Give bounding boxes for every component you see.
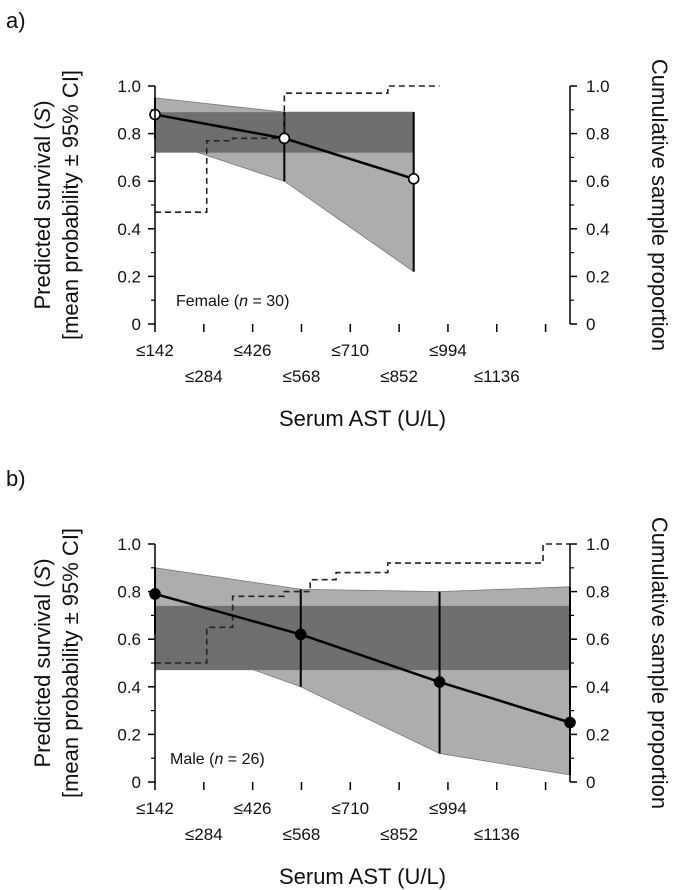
annotation-part: = 26) — [223, 751, 264, 768]
data-point — [294, 628, 307, 641]
data-point — [278, 132, 291, 145]
y-tick-label-right: 1.0 — [586, 77, 610, 96]
x-tick-label: ≤994 — [429, 341, 467, 360]
x-tick-label: ≤852 — [380, 825, 418, 844]
y-tick-label-left: 0.6 — [117, 172, 141, 191]
x-axis-title: Serum AST (U/L) — [279, 864, 446, 889]
y-axis-title-part: ) — [30, 558, 55, 565]
y-tick-label-right: 1.0 — [586, 535, 610, 554]
x-tick-label: ≤568 — [283, 367, 321, 386]
y-tick-label-right: 0.8 — [586, 583, 610, 602]
x-tick-label: ≤142 — [136, 799, 174, 818]
panel-label: b) — [6, 466, 26, 491]
x-tick-label: ≤1136 — [474, 825, 520, 844]
y-tick-label-left: 1.0 — [117, 535, 141, 554]
x-tick-label: ≤568 — [283, 825, 321, 844]
sample-size-annotation: Female (n = 30) — [176, 293, 289, 310]
y-tick-label-left: 0.2 — [117, 725, 141, 744]
x-axis-title: Serum AST (U/L) — [279, 406, 446, 431]
y-axis-title-line1: Predicted survival (S) — [30, 558, 55, 767]
y-tick-label-right: 0 — [586, 773, 595, 792]
ci-band-inner — [155, 605, 570, 671]
y-tick-label-left: 1.0 — [117, 77, 141, 96]
data-point — [433, 676, 446, 688]
x-tick-label: ≤426 — [234, 341, 272, 360]
y-tick-label-right: 0.6 — [586, 630, 610, 649]
panel-label: a) — [6, 8, 26, 33]
sample-size-annotation: Male (n = 26) — [170, 751, 265, 768]
cumulative-step-line — [155, 543, 570, 664]
chart-panel-a: a) 0 0 0.2 0.2 0.4 0.4 0.6 0.6 0.8 0.8 1.0 1.0 ≤142 ≤2… — [6, 8, 672, 431]
x-tick-label: ≤142 — [136, 341, 174, 360]
chart-panel-b: b) 0 0 0.2 0.2 0.4 0.4 0.6 0.6 0.8 0.8 1.0 1.0 ≤142 ≤2… — [6, 466, 672, 889]
y2-axis-title: Cumulative sample proportion — [647, 59, 672, 351]
y-tick-label-right: 0.2 — [586, 267, 610, 286]
annotation-part: = 30) — [248, 293, 289, 310]
data-point — [407, 173, 420, 185]
y-tick-label-left: 0 — [132, 773, 141, 792]
y-tick-label-right: 0.4 — [586, 678, 610, 697]
y-tick-label-left: 0 — [132, 315, 141, 334]
x-tick-label: ≤994 — [429, 799, 467, 818]
annotation-part: Female ( — [176, 293, 240, 310]
y-axis-title-line2: [mean probability ± 95% CI] — [58, 70, 83, 340]
x-tick-label: ≤284 — [185, 825, 223, 844]
y-tick-label-left: 0.8 — [117, 583, 141, 602]
cumulative-step-line — [155, 85, 440, 213]
survival-line — [154, 592, 571, 724]
annotation-part: n — [214, 751, 223, 768]
y-axis-title-part: ) — [30, 100, 55, 107]
x-tick-label: ≤710 — [331, 341, 369, 360]
y-tick-label-left: 0.2 — [117, 267, 141, 286]
y-axis-title-part: S — [30, 565, 55, 580]
x-tick-label: ≤284 — [185, 367, 223, 386]
y-axis-title-line1: Predicted survival (S) — [30, 100, 55, 309]
y-tick-label-right: 0.6 — [586, 172, 610, 191]
y-axis-title-line2: [mean probability ± 95% CI] — [58, 528, 83, 798]
y-tick-label-right: 0.2 — [586, 725, 610, 744]
y-axis-title-part: S — [30, 107, 55, 122]
ci-band-outer — [154, 567, 571, 776]
x-tick-label: ≤852 — [380, 367, 418, 386]
x-tick-label: ≤426 — [234, 799, 272, 818]
y-axis-title-part: Predicted survival ( — [30, 122, 55, 310]
y-tick-label-left: 0.4 — [117, 220, 141, 239]
y2-axis-title: Cumulative sample proportion — [647, 517, 672, 809]
y-tick-label-left: 0.4 — [117, 678, 141, 697]
y-tick-label-right: 0.4 — [586, 220, 610, 239]
y-tick-label-left: 0.6 — [117, 630, 141, 649]
y-tick-label-right: 0.8 — [586, 125, 610, 144]
annotation-part: Male ( — [170, 751, 215, 768]
x-tick-label: ≤710 — [331, 799, 369, 818]
y-axis-title-part: Predicted survival ( — [30, 580, 55, 768]
annotation-part: n — [239, 293, 248, 310]
x-tick-label: ≤1136 — [474, 367, 520, 386]
y-tick-label-left: 0.8 — [117, 125, 141, 144]
y-tick-label-right: 0 — [586, 315, 595, 334]
